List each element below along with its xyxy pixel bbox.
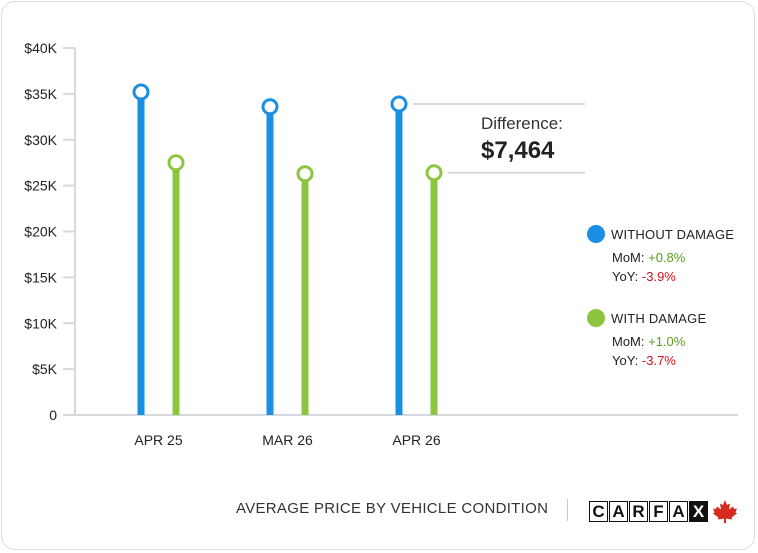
yoy-label: YoY: (612, 353, 639, 368)
mom-label: MoM: (612, 250, 645, 265)
bar-point (390, 95, 408, 113)
logo-letter: A (609, 500, 628, 522)
y-axis-ticks (63, 47, 75, 416)
mom-label: MoM: (612, 334, 645, 349)
carfax-logo: C A R F A X (589, 499, 738, 523)
legend-mom-row: MoM: +0.8% (612, 248, 757, 267)
y-tick-label: $30K (24, 132, 57, 148)
category-label: MAR 26 (262, 432, 313, 448)
category-label: APR 25 (134, 432, 182, 448)
bar-point (167, 154, 185, 172)
legend-series-name: WITHOUT DAMAGE (611, 226, 735, 242)
bar-point (425, 164, 443, 182)
blue-dot-icon (587, 225, 605, 243)
legend-with-damage: WITH DAMAGE MoM: +1.0% YoY: -3.7% (587, 308, 757, 370)
difference-label: Difference: (481, 114, 563, 133)
bar-point (132, 83, 150, 101)
mom-value: +0.8% (648, 250, 686, 265)
logo-letter: X (689, 500, 708, 522)
mom-value: +1.0% (648, 334, 686, 349)
y-tick-label: $15K (24, 269, 57, 285)
y-tick-label: $5K (32, 361, 58, 377)
logo-letter: F (649, 500, 668, 522)
bar-point (261, 98, 279, 116)
legend-yoy-row: YoY: -3.7% (612, 351, 757, 370)
y-tick-label: $20K (24, 224, 57, 240)
category-labels: APR 25 MAR 26 APR 26 (134, 432, 440, 448)
bar-point (296, 165, 314, 183)
y-tick-label: 0 (49, 407, 57, 423)
logo-letter: C (589, 500, 608, 522)
yoy-value: -3.9% (641, 269, 676, 284)
maple-leaf-icon (713, 500, 737, 523)
legend-yoy-row: YoY: -3.9% (612, 267, 757, 286)
logo-letter: A (669, 500, 688, 522)
difference-annotation: Difference: $7,464 (413, 102, 585, 174)
y-tick-label: $40K (24, 40, 57, 56)
difference-value: $7,464 (481, 137, 555, 164)
yoy-label: YoY: (612, 269, 639, 284)
logo-letter: R (629, 500, 648, 522)
y-tick-label: $35K (24, 86, 57, 102)
legend-series-name: WITH DAMAGE (611, 310, 707, 326)
bar-marks (132, 83, 443, 415)
legend-mom-row: MoM: +1.0% (612, 332, 757, 351)
y-tick-label: $10K (24, 315, 57, 331)
category-label: APR 26 (392, 432, 440, 448)
green-dot-icon (587, 309, 605, 327)
legend-without-damage: WITHOUT DAMAGE MoM: +0.8% YoY: -3.9% (587, 224, 757, 286)
y-axis-labels: 0 $5K $10K $15K $20K $25K $30K $35K $40K (24, 40, 57, 423)
y-tick-label: $25K (24, 178, 57, 194)
yoy-value: -3.7% (641, 353, 676, 368)
footer-divider (567, 499, 568, 521)
chart-title: AVERAGE PRICE BY VEHICLE CONDITION (236, 500, 549, 517)
